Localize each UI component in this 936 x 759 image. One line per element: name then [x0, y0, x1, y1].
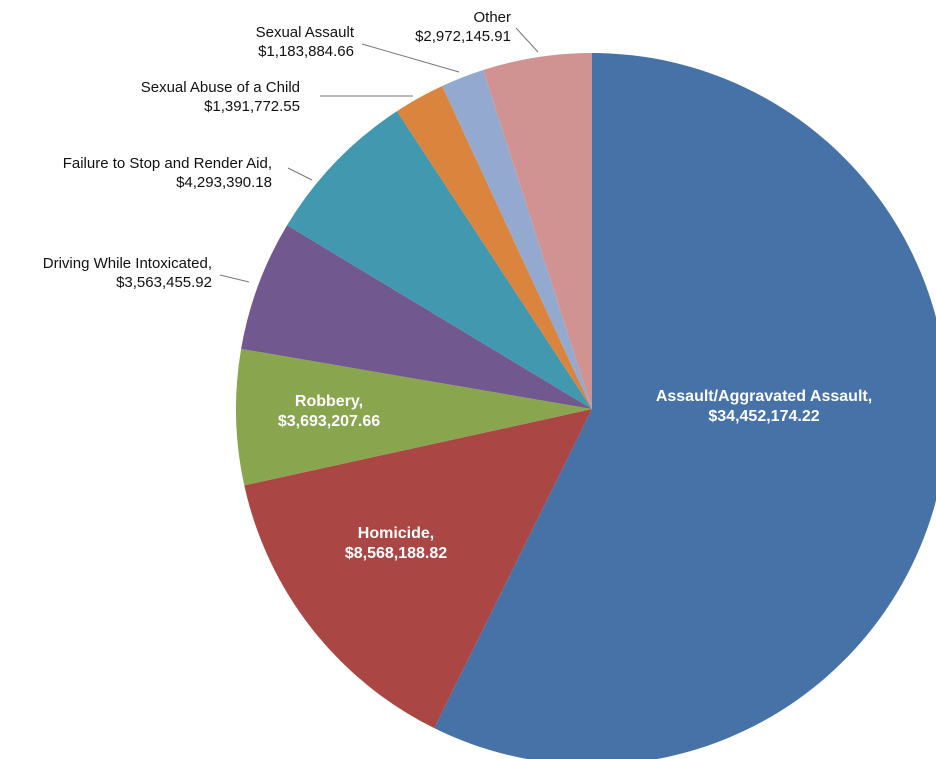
slice-label-other: Other $2,972,145.91: [415, 9, 511, 45]
pie-slice-assault-aggravated-assault[interactable]: [434, 53, 936, 759]
slice-label-driving-while-intoxicated: Driving While Intoxicated, $3,563,455.92: [43, 255, 212, 291]
slice-label-name: Driving While Intoxicated,: [43, 255, 212, 272]
slice-label-value: $8,568,188.82: [345, 545, 447, 562]
pie-slice-sexual-abuse-of-a-child[interactable]: [396, 86, 592, 409]
leader-line-driving-while-intoxicated: [219, 274, 250, 283]
slice-label-sexual-assault: Sexual Assault $1,183,884.66: [256, 24, 355, 60]
slice-label-name: Homicide,: [358, 525, 434, 542]
slice-label-value: $4,293,390.18: [176, 174, 272, 191]
slice-label-name: Sexual Abuse of a Child: [141, 79, 300, 96]
slice-label-value: $1,391,772.55: [204, 98, 300, 115]
slice-label-name: Robbery,: [295, 393, 363, 410]
pie-slice-other[interactable]: [483, 53, 592, 409]
slice-label-value: $3,563,455.92: [116, 274, 212, 291]
slice-label-name: Sexual Assault: [256, 24, 355, 41]
slice-label-assault-aggravated-assault: Assault/Aggravated Assault, $34,452,174.2…: [656, 388, 872, 425]
pie-labels: Assault/Aggravated Assault, $34,452,174.2…: [43, 9, 872, 562]
slice-label-homicide: Homicide, $8,568,188.82: [345, 525, 447, 562]
leader-line-failure-to-stop-and-render-aid: [287, 167, 313, 181]
leader-line-sexual-assault: [361, 43, 460, 73]
pie-slice-homicide[interactable]: [244, 409, 593, 729]
pie-slice-failure-to-stop-and-render-aid[interactable]: [287, 111, 592, 410]
slice-label-failure-to-stop-and-render-aid: Failure to Stop and Render Aid, $4,293,39…: [63, 155, 272, 191]
pie-slice-driving-while-intoxicated[interactable]: [241, 225, 592, 409]
slice-label-name: Other: [473, 9, 511, 26]
leader-line-other: [515, 27, 539, 53]
slice-label-value: $3,693,207.66: [278, 413, 380, 430]
slice-label-name: Failure to Stop and Render Aid,: [63, 155, 272, 172]
pie-slices: [236, 53, 936, 759]
slice-label-robbery: Robbery, $3,693,207.66: [278, 393, 380, 430]
slice-label-value: $34,452,174.22: [708, 408, 819, 425]
slice-label-name: Assault/Aggravated Assault,: [656, 388, 872, 405]
slice-label-sexual-abuse-of-a-child: Sexual Abuse of a Child $1,391,772.55: [141, 79, 300, 115]
pie-slice-sexual-assault[interactable]: [442, 70, 592, 409]
slice-label-value: $1,183,884.66: [258, 43, 354, 60]
pie-slice-robbery[interactable]: [236, 348, 592, 486]
slice-label-value: $2,972,145.91: [415, 28, 511, 45]
